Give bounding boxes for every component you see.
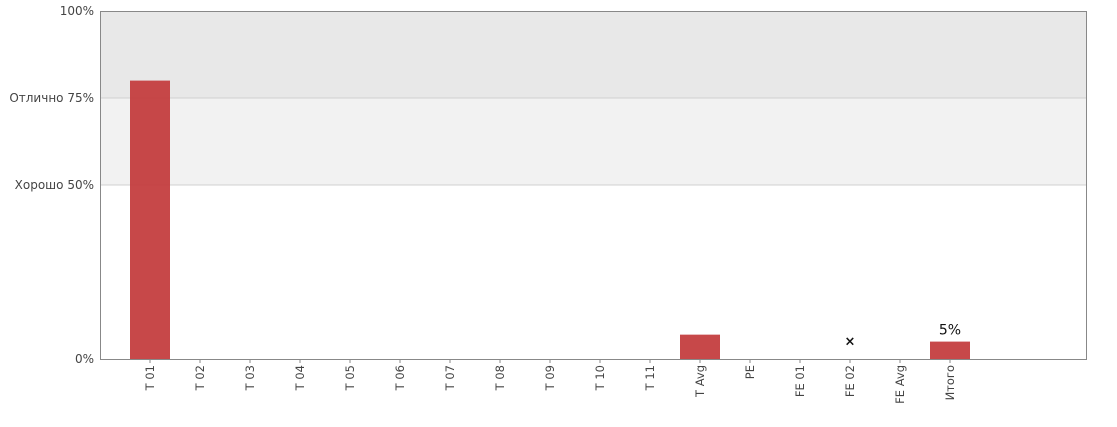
x-tick-label: T Avg [693, 365, 707, 398]
axes [100, 11, 1087, 363]
x-tick-label: T 02 [193, 365, 207, 391]
bars: × [130, 80, 970, 359]
x-tick-label: FE Avg [893, 365, 907, 404]
x-tick-label: T 10 [593, 365, 607, 391]
x-tick-label: PE [743, 365, 757, 379]
x-tick-label: Итого [943, 365, 957, 400]
x-tick-label: T 03 [243, 365, 257, 391]
band-1 [100, 11, 1087, 98]
x-tick-label: T 01 [143, 365, 157, 391]
x-tick-label: T 07 [443, 365, 457, 391]
x-tick-label: T 05 [343, 365, 357, 391]
x-tick-label: T 06 [393, 365, 407, 391]
plot-border [100, 11, 1087, 360]
x-tick-label: FE 02 [843, 365, 857, 397]
y-tick-label: Хорошо 50% [15, 178, 94, 192]
y-tick-label: 0% [75, 352, 94, 366]
bar-t-avg[interactable] [680, 334, 720, 359]
x-tick-label: FE 01 [793, 365, 807, 397]
labels: 0% Хорошо 50% Отлично 75% 100% 5% T 01 T 02 T 0… [9, 4, 961, 404]
band-0 [100, 98, 1087, 185]
x-tick-label: T 09 [543, 365, 557, 391]
x-tick-label: T 08 [493, 365, 507, 391]
threshold-bands [100, 11, 1087, 185]
y-tick-label: 100% [60, 4, 94, 18]
y-tick-label: Отлично 75% [9, 91, 94, 105]
x-tick-label: T 04 [293, 365, 307, 391]
data-label: 5% [939, 323, 961, 339]
marker-0: × [845, 335, 856, 350]
gridlines [100, 97, 1087, 186]
bar-t-01[interactable] [130, 80, 170, 359]
x-tick-label: T 11 [643, 365, 657, 391]
bar-итого[interactable] [930, 341, 970, 359]
